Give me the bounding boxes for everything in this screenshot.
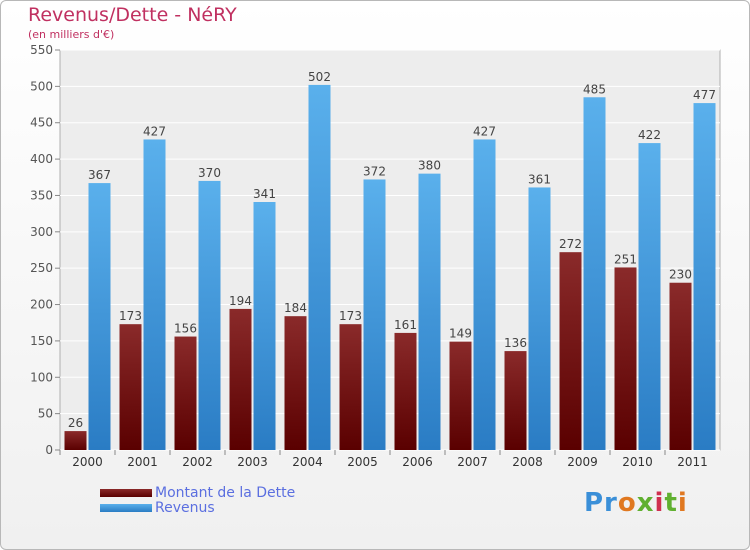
bar-revenus [198,180,221,450]
chart-subtitle: (en milliers d'€) [28,28,115,41]
bar-dette [174,336,197,450]
x-tick-label: 2002 [182,455,213,469]
x-tick-label: 2011 [677,455,708,469]
data-label-dette: 251 [614,252,637,266]
bar-dette [284,316,307,450]
bar-revenus [88,183,111,450]
legend-label-dette: Montant de la Dette [155,485,296,501]
bar-revenus [583,97,606,450]
bar-dette [559,252,582,450]
bar-dette [229,308,252,450]
data-label-revenus: 367 [88,168,111,182]
x-tick-label: 2008 [512,455,543,469]
data-label-dette: 173 [119,309,142,323]
bar-dette [394,332,417,450]
data-label-revenus: 477 [693,88,716,102]
y-tick-label: 500 [30,79,53,93]
data-label-revenus: 341 [253,187,276,201]
data-label-revenus: 502 [308,70,331,84]
y-tick-label: 400 [30,152,53,166]
y-tick-label: 100 [30,370,53,384]
x-axis: 2000 2001 2002 2003 2004 2005 2006 2007 2008 2009… [59,450,708,469]
y-tick-label: 300 [30,225,53,239]
data-label-dette: 184 [284,301,307,315]
plot-area [59,49,721,451]
bar-revenus [473,139,496,451]
y-tick-label: 450 [30,116,53,130]
y-axis: 0 50 100 150 200 250 300 350 400 450 500 550 [30,43,60,457]
proxiti-logo: Proxiti [584,488,688,518]
y-tick-label: 0 [45,443,53,457]
bar-revenus [693,103,716,450]
chart-title: Revenus/Dette - NéRY [28,4,237,26]
bar-dette [614,267,637,450]
data-label-dette: 156 [174,322,197,336]
x-tick-label: 2001 [127,455,158,469]
data-label-revenus: 370 [198,166,221,180]
x-tick-label: 2004 [292,455,323,469]
x-tick-label: 2003 [237,455,268,469]
data-label-dette: 149 [449,327,472,341]
data-label-dette: 272 [559,237,582,251]
data-label-revenus: 427 [143,124,166,138]
bar-revenus [308,84,331,450]
x-tick-label: 2006 [402,455,433,469]
bar-revenus [638,143,661,450]
data-label-revenus: 485 [583,82,606,96]
data-label-revenus: 372 [363,164,386,178]
bar-dette [669,282,692,450]
bar-revenus [418,173,441,451]
bar-revenus [143,139,166,451]
legend-label-revenus: Revenus [155,500,215,516]
x-tick-label: 2007 [457,455,488,469]
x-tick-label: 2000 [72,455,103,469]
bars: 26 367 173 427 156 370 194 341 184 502 173 372 161 38… [64,70,716,451]
data-label-revenus: 380 [418,159,441,173]
y-tick-label: 350 [30,188,53,202]
y-tick-label: 250 [30,261,53,275]
bar-revenus [528,187,551,451]
data-label-revenus: 361 [528,172,551,186]
bar-dette [64,431,87,450]
x-tick-label: 2005 [347,455,378,469]
bar-dette [339,324,362,450]
bar-dette [449,341,472,450]
data-label-dette: 26 [68,416,83,430]
legend-swatch-revenus [100,504,152,512]
y-tick-label: 200 [30,298,53,312]
bar-dette [119,324,142,450]
y-tick-label: 550 [30,43,53,57]
data-label-dette: 173 [339,309,362,323]
bar-revenus [253,202,276,450]
data-label-dette: 230 [669,268,692,282]
y-tick-label: 50 [38,407,53,421]
legend-swatch-dette [100,489,152,497]
data-label-dette: 136 [504,336,527,350]
data-label-revenus: 422 [638,128,661,142]
x-tick-label: 2010 [622,455,653,469]
data-label-dette: 194 [229,294,252,308]
bar-revenus [363,179,386,451]
bar-dette [504,351,527,450]
data-label-dette: 161 [394,318,417,332]
x-tick-label: 2009 [567,455,598,469]
y-tick-label: 150 [30,334,53,348]
data-label-revenus: 427 [473,124,496,138]
